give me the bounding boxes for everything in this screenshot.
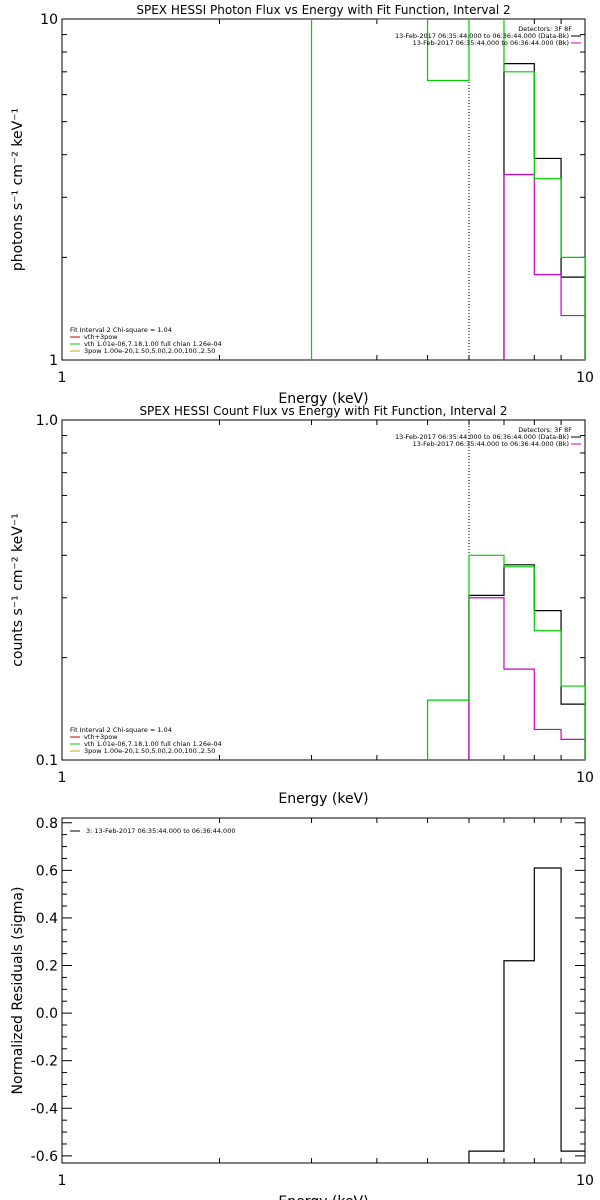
x-axis-label: Energy (keV) [278, 1194, 368, 1200]
series-group [426, 554, 585, 760]
series-data-line [468, 564, 585, 760]
chart-title: SPEX HESSI Count Flux vs Energy with Fit… [139, 404, 507, 418]
series-fit-line [426, 554, 585, 760]
y-axis-label: counts s⁻¹ cm⁻² keV⁻¹ [10, 513, 26, 667]
y-tick-label: 10 [40, 12, 58, 28]
x-tick-label: 1 [58, 1173, 67, 1189]
y-tick-label: -0.4 [31, 1101, 58, 1117]
legend-entry: 13-Feb-2017 06:35:44.000 to 06:36:44.000… [413, 440, 569, 448]
chart-panel-2: SPEX HESSI Count Flux vs Energy with Fit… [10, 404, 594, 807]
legend-entry: 13-Feb-2017 06:35:44.000 to 06:36:44.000… [395, 32, 569, 40]
series-background-line [468, 597, 585, 760]
y-axis-label: Normalized Residuals (sigma) [10, 887, 26, 1095]
series-fit-line [310, 19, 585, 360]
legend-bottom: Fit Interval 2 Chi-square = 1.04vth+3pow… [70, 326, 222, 355]
series-background-line [503, 173, 585, 360]
legend-entry: 3pow 1.00e-20,1.50,5.00,2.00,100.,2.50 [84, 347, 215, 355]
chart-panel-3: 1 10 -0.6 -0.4 -0.2 0.0 0.2 0.4 0.6 0.8 Energy (ke… [10, 816, 594, 1200]
legend-entry: 13-Feb-2017 06:35:44.000 to 06:36:44.000… [395, 433, 569, 441]
legend-entry: vth+3pow [84, 333, 118, 341]
x-tick-label: 1 [58, 370, 67, 386]
y-tick-label: -0.6 [31, 1149, 58, 1165]
y-tick-label: 1.0 [36, 413, 58, 429]
x-axis-label: Energy (keV) [278, 391, 368, 407]
y-tick-label: 0.1 [36, 753, 58, 769]
series-group [468, 867, 585, 1163]
chart-panel-1: SPEX HESSI Photon Flux vs Energy with Fi… [10, 3, 594, 407]
series-residuals-line [468, 867, 585, 1163]
x-tick-label: 10 [576, 1173, 594, 1189]
plot-frame [61, 18, 586, 361]
series-data-line [503, 62, 585, 360]
y-tick-label: 0.0 [36, 1006, 58, 1022]
x-axis-label: Energy (keV) [278, 791, 368, 807]
y-tick-label: 0.6 [36, 863, 58, 879]
y-axis-label: photons s⁻¹ cm⁻² keV⁻¹ [10, 108, 26, 271]
legend-entry: 3: 13-Feb-2017 06:35:44.000 to 06:36:44.… [86, 827, 235, 835]
legend-header: Detectors: 3F 8F [518, 426, 572, 434]
y-tick-label: 1 [49, 353, 58, 369]
legend-entry: vth+3pow [84, 733, 118, 741]
y-tick-label: -0.2 [31, 1054, 58, 1070]
plot-frame [61, 817, 586, 1164]
legend-top: 3: 13-Feb-2017 06:35:44.000 to 06:36:44.… [70, 827, 235, 835]
x-tick-label: 1 [58, 770, 67, 786]
legend-header: Detectors: 3F 8F [518, 25, 572, 33]
y-tick-label: 0.2 [36, 959, 58, 975]
y-tick-label: 0.8 [36, 816, 58, 832]
legend-header: Fit Interval 2 Chi-square = 1.04 [70, 726, 172, 734]
series-group [310, 19, 585, 360]
legend-entry: vth 1.01e-06,7.18,1.00 full chian 1.26e-… [84, 740, 222, 748]
legend-header: Fit Interval 2 Chi-square = 1.04 [70, 326, 172, 334]
x-tick-label: 10 [576, 770, 594, 786]
x-tick-label: 10 [576, 370, 594, 386]
legend-entry: 13-Feb-2017 06:35:44.000 to 06:36:44.000… [413, 39, 569, 47]
y-tick-label: 0.4 [36, 911, 58, 927]
plot-frame [61, 419, 586, 761]
legend-entry: vth 1.01e-06,7.18,1.00 full chian 1.26e-… [84, 340, 222, 348]
legend-entry: 3pow 1.00e-20,1.50,5.00,2.00,100.,2.50 [84, 747, 215, 755]
legend-bottom: Fit Interval 2 Chi-square = 1.04vth+3pow… [70, 726, 222, 755]
chart-title: SPEX HESSI Photon Flux vs Energy with Fi… [136, 3, 510, 17]
